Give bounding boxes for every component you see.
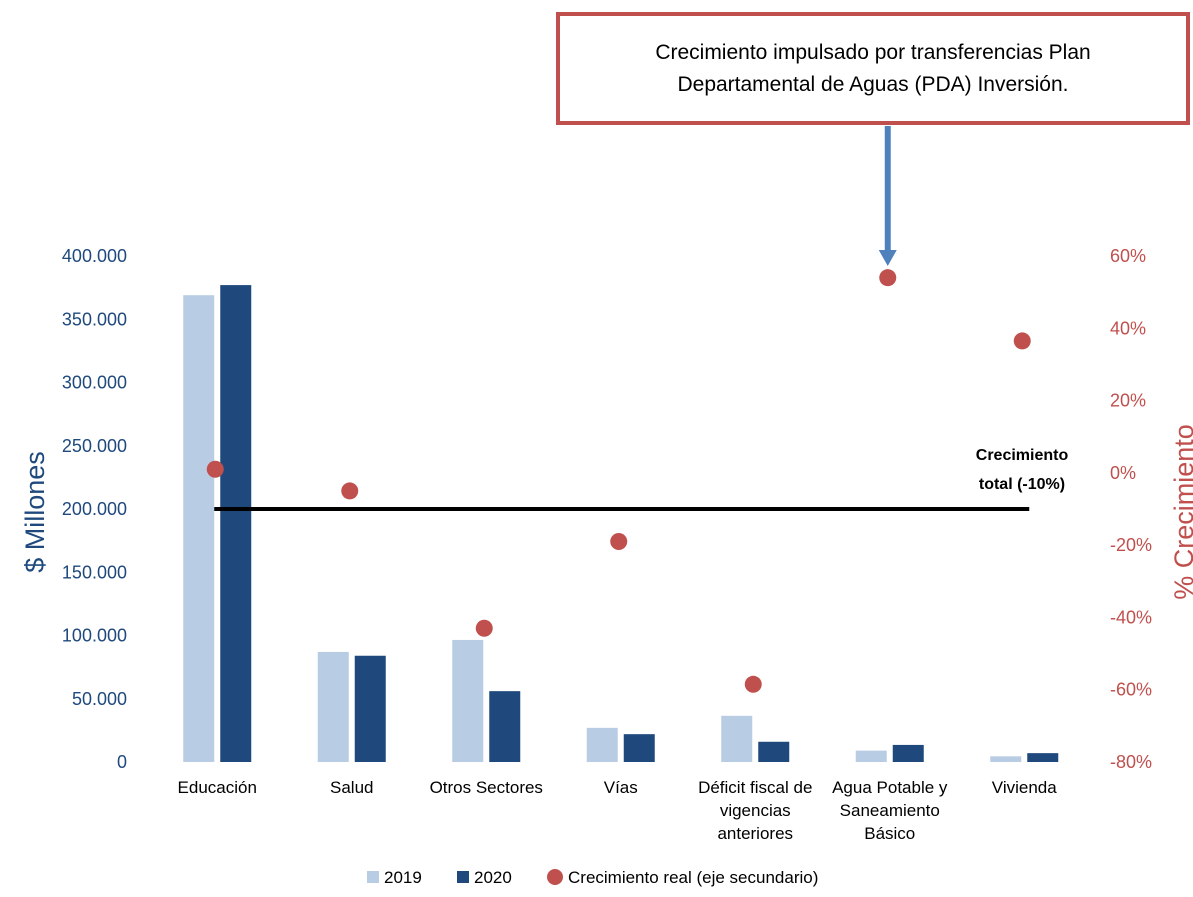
arrow-head-icon — [878, 250, 897, 266]
y-axis-label: $ Millones — [20, 451, 50, 573]
legend-marker-growth — [547, 869, 563, 885]
y-tick-label: 150.000 — [62, 562, 127, 582]
y-tick-label: 350.000 — [62, 309, 127, 329]
y2-tick-label: -60% — [1110, 680, 1152, 700]
bar-2020 — [892, 744, 924, 762]
legend-label-2019: 2019 — [384, 868, 422, 887]
x-tick-label: Vías — [604, 778, 638, 797]
growth-point — [341, 482, 359, 500]
x-tick-label: Otros Sectores — [430, 778, 543, 797]
y2-tick-label: 60% — [1110, 246, 1146, 266]
bar-2019 — [586, 727, 618, 762]
annotation-text: Crecimiento impulsado por transferencias… — [655, 40, 1091, 96]
total-growth-label-line2: total (-10%) — [979, 476, 1065, 493]
bar-2019 — [990, 756, 1022, 762]
bar-2019 — [183, 295, 215, 762]
y2-tick-label: -40% — [1110, 607, 1152, 627]
growth-point — [475, 619, 493, 637]
y2-axis-label: % Crecimiento — [1169, 424, 1193, 600]
y-tick-label: 400.000 — [62, 246, 127, 266]
bar-2020 — [489, 691, 521, 762]
x-tick-label: Salud — [330, 778, 373, 797]
growth-point — [610, 533, 628, 551]
y2-tick-label: -80% — [1110, 752, 1152, 772]
x-tick-label: Agua Potable y Saneamiento Básico — [832, 778, 948, 843]
y-tick-label: 100.000 — [62, 626, 127, 646]
y-tick-label: 200.000 — [62, 499, 127, 519]
growth-point — [879, 269, 897, 287]
bar-2020 — [758, 741, 790, 762]
y-tick-label: 50.000 — [72, 689, 127, 709]
bar-2019 — [721, 715, 753, 762]
growth-point — [206, 460, 224, 478]
y2-tick-label: 20% — [1110, 391, 1146, 411]
annotation-box: Crecimiento impulsado por transferencias… — [556, 12, 1190, 125]
legend-swatch-2019 — [367, 871, 379, 883]
bar-2020 — [220, 285, 252, 762]
x-tick-label: Educación — [178, 778, 257, 797]
x-tick-label: Vivienda — [992, 778, 1057, 797]
bar-2020 — [1027, 753, 1059, 762]
bar-2020 — [354, 655, 386, 762]
arrow-shaft — [884, 126, 891, 250]
growth-point — [1013, 332, 1031, 350]
bar-2020 — [623, 734, 655, 762]
x-tick-label: Déficit fiscal de vigencias anteriores — [698, 778, 812, 843]
y-tick-label: 300.000 — [62, 373, 127, 393]
growth-point — [744, 675, 762, 693]
legend-label-growth: Crecimiento real (eje secundario) — [568, 868, 818, 887]
bar-2019 — [317, 651, 349, 762]
y2-tick-label: -20% — [1110, 535, 1152, 555]
y-tick-label: 0 — [117, 752, 127, 772]
legend-swatch-2020 — [457, 871, 469, 883]
legend-label-2020: 2020 — [474, 868, 512, 887]
bar-2019 — [855, 750, 887, 762]
y2-tick-label: 40% — [1110, 318, 1146, 338]
y-tick-label: 250.000 — [62, 436, 127, 456]
bar-2019 — [452, 639, 484, 762]
y2-tick-label: 0% — [1110, 463, 1136, 483]
total-growth-label-line1: Crecimiento — [976, 447, 1069, 464]
